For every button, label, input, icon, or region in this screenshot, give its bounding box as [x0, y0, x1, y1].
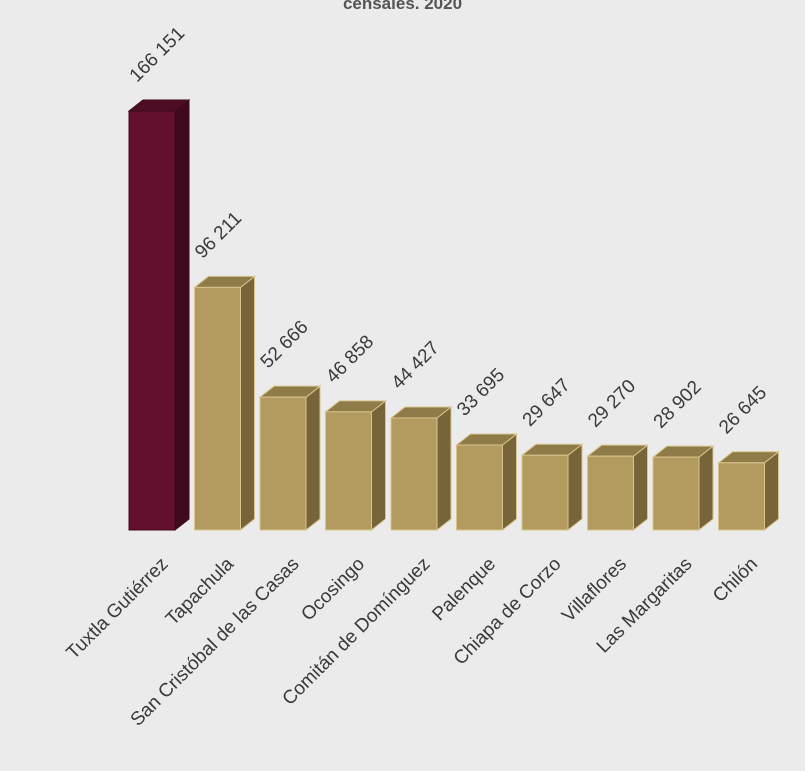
- chart-title: censales. 2020: [342, 0, 463, 13]
- bar-side: [567, 443, 583, 532]
- bar: [325, 411, 372, 531]
- data-label: 28 902: [650, 377, 706, 433]
- bar: [652, 456, 700, 531]
- data-label: 29 270: [584, 376, 640, 432]
- bar: [390, 417, 438, 531]
- bar-side: [305, 385, 321, 532]
- bar: [718, 462, 765, 531]
- bar-side: [240, 275, 255, 532]
- bar-side: [174, 98, 190, 532]
- data-label: 96 211: [191, 208, 246, 263]
- bar-side: [502, 432, 517, 532]
- bar: [521, 454, 569, 531]
- data-label: 44 427: [388, 338, 444, 394]
- x-tick-label: Chilón: [709, 554, 762, 607]
- data-label: 46 858: [322, 331, 378, 387]
- bar-side: [436, 405, 452, 532]
- bar-side: [371, 399, 386, 532]
- bar: [259, 396, 307, 531]
- data-label: 26 645: [715, 382, 771, 438]
- data-label: 33 695: [453, 365, 509, 421]
- data-label: 166 151: [126, 23, 189, 86]
- bar: [587, 455, 634, 531]
- bar: [456, 444, 503, 531]
- bar: [128, 110, 176, 531]
- bar-side: [698, 445, 714, 532]
- bar-side: [633, 444, 648, 532]
- data-label: 52 666: [257, 317, 313, 373]
- data-label: 29 647: [519, 375, 575, 431]
- bar-side: [764, 450, 779, 532]
- x-tick-label: Tuxtla Gutiérrez: [63, 554, 173, 664]
- bar: [194, 286, 241, 531]
